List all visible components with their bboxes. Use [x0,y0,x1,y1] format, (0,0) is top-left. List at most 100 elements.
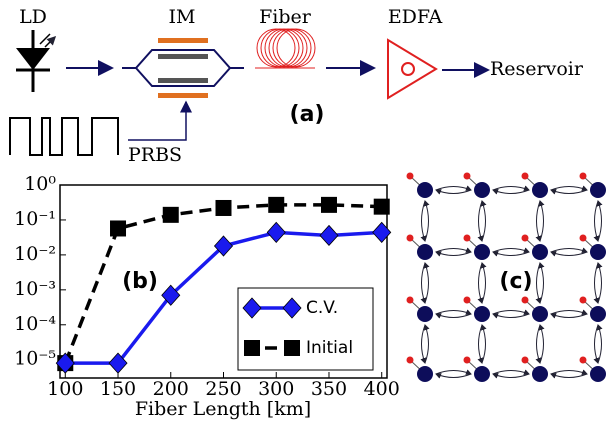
arrow [128,102,186,140]
legend-label: Initial [306,338,353,358]
setup-diagram: LD IM Fiber EDFA Reservoir PRBS (a) [10,6,584,166]
connection [425,201,429,241]
reservoir-node [532,244,548,260]
amplifier [388,40,436,98]
connection [436,252,471,256]
marker [267,222,285,242]
connection [425,325,429,363]
connection [436,249,471,253]
marker [110,220,126,236]
input-node [580,235,587,242]
input-node [407,357,414,364]
marker [373,222,391,242]
reservoir-node [474,306,490,322]
connection [595,263,599,303]
connection [551,371,587,375]
legend-marker [244,340,260,356]
y-tick-label: 10⁻⁴ [14,313,56,335]
input-node [407,235,414,242]
diode [16,48,50,70]
reservoir-node [474,244,490,260]
reservoir-node [417,366,433,382]
connection [551,249,587,253]
connection [537,325,541,363]
input-node [407,173,414,180]
connection [493,187,529,191]
electrode [158,38,208,43]
connection [540,263,544,303]
connection [436,311,471,315]
connection [436,374,471,378]
connection [493,371,529,375]
reservoir-node [590,244,606,260]
x-tick-label: 200 [153,378,189,400]
component-label: IM [169,6,196,28]
connection [540,325,544,363]
marker [216,200,232,216]
chart: Fiber Length [km] (b) 10⁰10⁻¹10⁻²10⁻³10⁻… [14,173,400,420]
connection [551,190,587,194]
x-tick-label: 350 [311,378,347,400]
connection [482,201,486,241]
panel-label: (c) [499,269,532,294]
connection [479,201,483,241]
connection [482,325,486,363]
connection [436,190,471,194]
connection [422,263,426,303]
connection [493,311,529,315]
reservoir-node [417,244,433,260]
connection [551,314,587,318]
input-node [522,235,529,242]
connection [422,325,426,363]
connection [422,201,426,241]
electrode [158,54,208,59]
input-node [522,173,529,180]
input-node [464,173,471,180]
annotation: (b) [122,269,158,294]
connection [598,325,602,363]
legend-marker [284,340,300,356]
connection [493,252,529,256]
connection [595,325,599,363]
emission-arrows [40,34,55,47]
reservoir-node [590,306,606,322]
x-tick-label: 300 [258,378,294,400]
x-tick-label: 150 [100,378,136,400]
input-node [464,297,471,304]
connection [551,374,587,378]
y-tick-label: 10⁰ [24,173,56,195]
legend-label: C.V. [306,298,338,318]
connection [551,252,587,256]
connection [537,263,541,303]
marker [320,225,338,245]
x-axis-label: Fiber Length [km] [135,398,311,420]
input-node [464,357,471,364]
connection [493,314,529,318]
electrode [158,93,208,98]
marker [321,197,337,213]
reservoir-node [417,306,433,322]
connection [493,374,529,378]
reservoir-node [590,366,606,382]
reservoir-node [590,182,606,198]
electrode [158,78,208,83]
input-node [580,357,587,364]
reservoir-node [532,366,548,382]
marker [163,207,179,223]
input-node [407,297,414,304]
reservoir: (c) [407,173,607,383]
fiber-coil [255,29,315,68]
x-tick-label: 400 [364,378,400,400]
input-node [580,173,587,180]
y-tick-label: 10⁻² [14,243,56,265]
component-label: LD [19,6,47,28]
input-node [522,357,529,364]
connection [551,187,587,191]
connection [436,314,471,318]
x-tick-label: 100 [47,378,83,400]
connection [479,263,483,303]
reservoir-node [474,366,490,382]
y-tick-label: 10⁻¹ [14,208,56,230]
connection [540,201,544,241]
input-node [580,297,587,304]
